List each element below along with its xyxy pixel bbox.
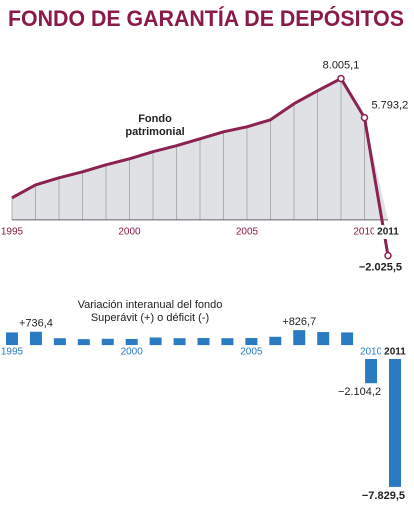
tick-label-bg <box>374 225 402 239</box>
value-label: 5.793,2 <box>372 100 409 112</box>
x-tick-label: 2011 <box>377 227 399 238</box>
x-tick-label: 2011 <box>384 347 406 358</box>
bar <box>245 338 258 346</box>
x-tick-label: 2000 <box>121 347 144 358</box>
bar <box>101 338 114 346</box>
x-tick-label: 2000 <box>118 227 141 238</box>
tick-label-bg <box>117 345 146 359</box>
tick-label-bg <box>381 345 409 359</box>
point-marker <box>360 113 369 122</box>
tick-label-bg <box>0 225 26 239</box>
point-marker <box>384 251 392 260</box>
line <box>11 77 390 256</box>
point-marker <box>337 74 345 83</box>
bar <box>341 332 354 346</box>
tick-label-bg <box>233 225 261 239</box>
x-tick-label: 1995 <box>1 227 24 238</box>
bar <box>293 330 306 346</box>
bar <box>197 338 210 346</box>
chart-title: FONDO DE GARANTÍA DE DEPÓSITOS <box>8 6 404 31</box>
bar <box>149 337 162 346</box>
x-tick-label: 2010 <box>360 347 383 358</box>
annotation: Fondo <box>138 113 172 125</box>
bar <box>125 338 138 346</box>
value-label: −7.829,5 <box>362 490 405 502</box>
annotation: Variación interanual del fondo <box>78 299 223 311</box>
x-tick-label: 2010 <box>353 227 376 238</box>
bar <box>173 338 186 346</box>
bar <box>269 336 282 346</box>
tick-label-bg <box>357 345 386 359</box>
value-label: +736,4 <box>19 318 53 330</box>
value-label: −2.025,5 <box>359 262 402 274</box>
value-label: +826,7 <box>282 316 316 328</box>
bar <box>6 332 18 346</box>
x-tick-label: 2005 <box>240 347 263 358</box>
x-tick-label: 1995 <box>1 347 24 358</box>
bar <box>389 345 401 487</box>
annotation: patrimonial <box>125 126 184 138</box>
bar <box>29 331 42 346</box>
value-label: −2.104,2 <box>338 386 381 398</box>
value-label: 8.005,1 <box>323 59 360 71</box>
bar <box>53 338 66 346</box>
annotation: Superávit (+) o déficit (-) <box>91 312 209 324</box>
tick-label-bg <box>0 345 26 359</box>
bar <box>221 338 234 346</box>
tick-label-bg <box>115 225 144 239</box>
x-tick-label: 2005 <box>236 227 259 238</box>
bar <box>77 339 90 346</box>
tick-label-bg <box>350 225 379 239</box>
tick-label-bg <box>237 345 266 359</box>
bar <box>317 332 330 346</box>
